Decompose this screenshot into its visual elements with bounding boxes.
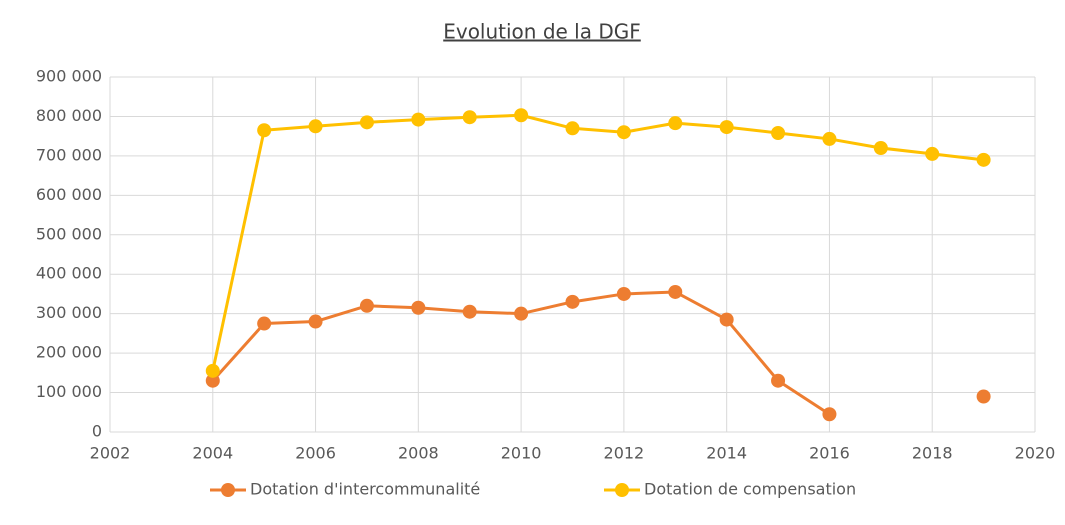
point (873, 141, 888, 155)
point (822, 407, 837, 422)
point (668, 116, 683, 131)
point (514, 306, 529, 321)
x-tick-label: 2012 (604, 444, 645, 463)
point (771, 126, 786, 141)
x-tick-label: 2016 (809, 444, 850, 463)
x-tick-label: 2002 (90, 444, 131, 463)
point (771, 373, 786, 388)
point (462, 304, 477, 319)
point (257, 316, 272, 331)
point (308, 119, 323, 134)
point (822, 131, 837, 146)
point (565, 121, 580, 136)
y-tick-label: 0 (92, 422, 102, 441)
y-tick-label: 800 000 (36, 106, 102, 125)
point (205, 373, 220, 388)
point (719, 120, 734, 135)
point (205, 363, 220, 378)
y-tick-label: 700 000 (36, 145, 102, 164)
y-tick-label: 100 000 (36, 382, 102, 401)
x-tick-label: 2010 (501, 444, 542, 463)
x-tick-label: 2006 (295, 444, 336, 463)
point (462, 110, 477, 125)
legend-marker (221, 483, 235, 497)
legend-label: Dotation d'intercommunalité (250, 480, 480, 499)
point (565, 294, 580, 309)
point (359, 298, 374, 313)
point (411, 300, 426, 315)
point (668, 284, 683, 299)
point (719, 312, 734, 327)
y-tick-label: 400 000 (36, 264, 102, 283)
x-tick-label: 2004 (192, 444, 233, 463)
point (514, 108, 529, 123)
x-tick-label: 2020 (1015, 444, 1056, 463)
point (411, 112, 426, 127)
y-tick-label: 600 000 (36, 185, 102, 204)
x-tick-label: 2008 (398, 444, 439, 463)
point (976, 389, 991, 404)
chart-title: Evolution de la DGF (443, 20, 641, 44)
legend-marker (615, 483, 629, 497)
point (308, 314, 323, 329)
point (616, 125, 631, 140)
point (616, 286, 631, 301)
x-tick-label: 2018 (912, 444, 953, 463)
x-tick-label: 2014 (706, 444, 747, 463)
point (359, 115, 374, 130)
point (257, 123, 272, 138)
y-tick-label: 200 000 (36, 343, 102, 362)
y-tick-label: 900 000 (36, 67, 102, 86)
point (976, 152, 991, 167)
series-line (211, 113, 984, 372)
y-tick-label: 300 000 (36, 303, 102, 322)
y-tick-label: 500 000 (36, 224, 102, 243)
legend-label: Dotation de compensation (644, 480, 856, 499)
point (925, 146, 940, 161)
